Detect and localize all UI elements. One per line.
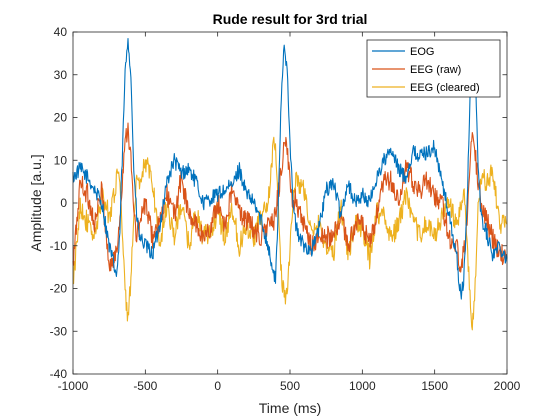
x-tick-label: 500 <box>280 379 300 393</box>
y-tick-label: -40 <box>50 367 68 381</box>
series-line-eeg-cleared <box>72 136 508 331</box>
x-tick-label: 1500 <box>421 379 448 393</box>
x-tick-label: -500 <box>133 379 157 393</box>
x-tick-label: -1000 <box>58 379 89 393</box>
x-tick-label: 2000 <box>494 379 521 393</box>
series-line-eog <box>72 38 508 300</box>
y-tick-label: 40 <box>54 25 68 39</box>
legend-label-eeg-raw: EEG (raw) <box>410 64 461 76</box>
y-axis-label: Amplitude [a.u.] <box>28 154 44 251</box>
series-line-eeg-raw <box>72 122 508 273</box>
legend-label-eog: EOG <box>410 46 434 58</box>
x-tick-label: 0 <box>214 379 221 393</box>
legend: EOG EEG (raw) EEG (cleared) <box>366 39 501 98</box>
x-axis-label: Time (ms) <box>259 400 321 416</box>
y-tick-label: -20 <box>50 282 68 296</box>
y-tick-label: 10 <box>54 153 68 167</box>
legend-label-eeg-cleared: EEG (cleared) <box>410 82 480 94</box>
y-tick-label: 0 <box>60 196 67 210</box>
y-tick-label: 30 <box>54 68 68 82</box>
ticks-layer: -1000 -500 0 500 1000 1500 2000 -40 -30 -20 -10 0 10… <box>50 25 521 393</box>
x-tick-label: 1000 <box>349 379 376 393</box>
y-tick-label: -30 <box>50 324 68 338</box>
series-layer <box>72 38 508 331</box>
chart-title: Rude result for 3rd trial <box>213 11 368 27</box>
y-tick-label: 20 <box>54 111 68 125</box>
y-tick-label: -10 <box>50 239 68 253</box>
